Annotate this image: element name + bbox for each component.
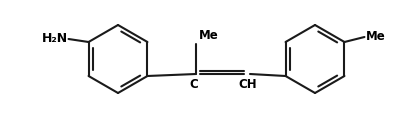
Text: CH: CH — [239, 78, 257, 91]
Text: C: C — [190, 78, 198, 91]
Text: H₂N: H₂N — [42, 32, 68, 45]
Text: Me: Me — [366, 30, 385, 44]
Text: Me: Me — [199, 29, 219, 42]
